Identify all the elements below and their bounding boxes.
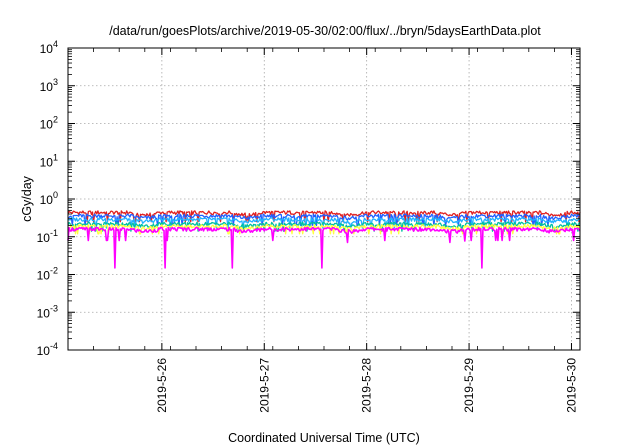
- x-tick-label: 2019-5-29: [462, 358, 476, 413]
- series-line: [67, 213, 581, 227]
- x-tick-label: 2019-5-30: [564, 358, 578, 413]
- series-line: [67, 221, 581, 232]
- y-tick-label: 10-2: [37, 266, 58, 283]
- y-axis-label: cGy/day: [20, 175, 34, 222]
- series-line: [67, 226, 581, 269]
- x-tick-label: 2019-5-27: [257, 358, 271, 413]
- y-tick-label: 103: [40, 77, 58, 94]
- y-tick-label: 101: [40, 152, 58, 169]
- series-line: [67, 223, 581, 235]
- data-series: [67, 210, 581, 269]
- y-tick-label: 100: [40, 190, 58, 207]
- y-tick-label: 102: [40, 115, 58, 132]
- y-tick-label: 10-4: [37, 341, 58, 358]
- y-tick-label: 104: [40, 39, 58, 56]
- x-tick-label: 2019-5-28: [360, 358, 374, 413]
- y-tick-label: 10-1: [37, 228, 58, 245]
- x-axis-label: Coordinated Universal Time (UTC): [228, 431, 420, 445]
- chart-title: /data/run/goesPlots/archive/2019-05-30/0…: [109, 24, 541, 38]
- gridlines: [68, 48, 580, 350]
- x-tick-label: 2019-5-26: [155, 358, 169, 413]
- series-line: [67, 217, 581, 229]
- y-tick-label: 10-3: [37, 303, 58, 320]
- axis-ticks: 10-4 10-3 10-2 10-1 100 101 102 103 104 2019-5-26…: [37, 39, 581, 413]
